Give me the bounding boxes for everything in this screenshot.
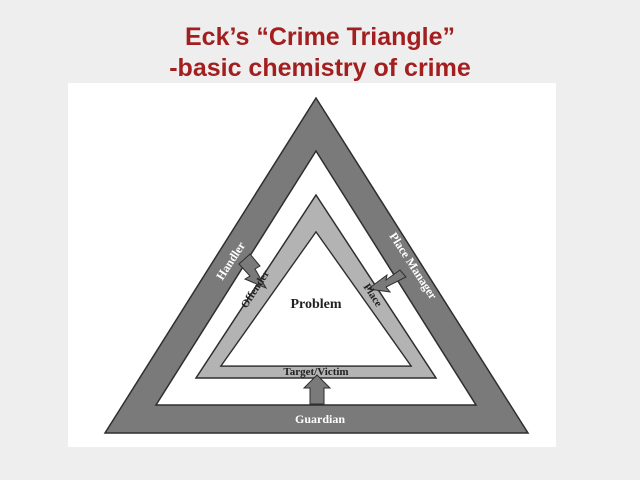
arrow-manager-to-place — [366, 269, 407, 293]
crime-triangle-diagram: Problem Offender Place Target/Victim Han… — [68, 83, 556, 447]
inner-triangle-core — [219, 230, 413, 367]
center-label-problem: Problem — [290, 297, 341, 312]
inner-label-target-victim: Target/Victim — [283, 366, 348, 378]
slide-title: Eck’s “Crime Triangle” -basic chemistry … — [0, 22, 640, 84]
arrow-handler-to-offender — [238, 253, 268, 290]
crime-triangle-svg: Problem Offender Place Target/Victim Han… — [103, 96, 530, 434]
title-line-1: Eck’s “Crime Triangle” — [184, 23, 456, 51]
outer-label-guardian: Guardian — [295, 412, 345, 426]
arrow-guardian-to-target — [302, 374, 332, 405]
title-line-2: -basic chemistry of crime — [169, 54, 471, 82]
